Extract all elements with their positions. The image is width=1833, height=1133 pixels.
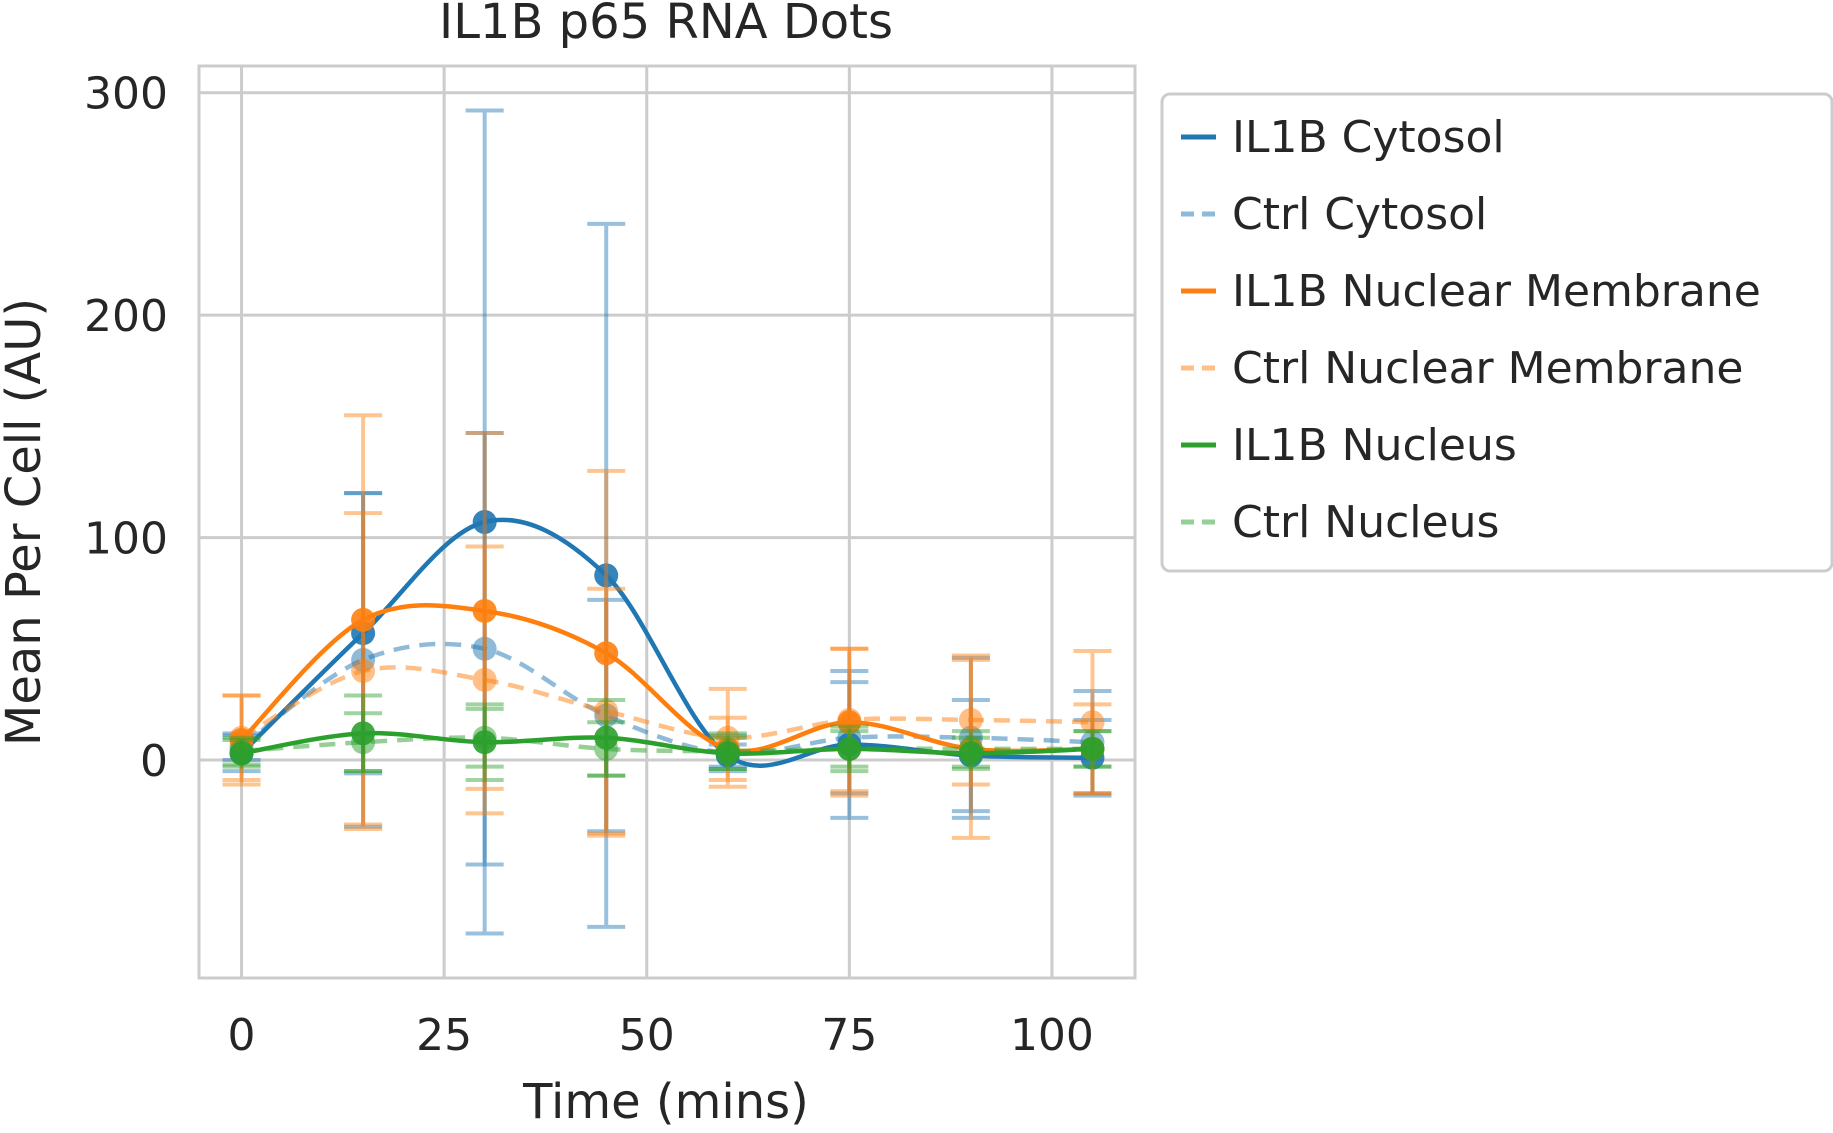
data-point bbox=[594, 563, 619, 588]
data-point bbox=[351, 730, 376, 755]
data-point bbox=[594, 699, 619, 724]
data-point bbox=[715, 739, 740, 764]
data-point bbox=[351, 659, 376, 684]
y-tick-label: 300 bbox=[84, 69, 168, 120]
x-axis-title: Time (mins) bbox=[522, 1074, 809, 1130]
x-tick-label: 0 bbox=[228, 1010, 256, 1061]
y-tick-label: 100 bbox=[84, 514, 168, 565]
data-point bbox=[594, 641, 619, 666]
data-point bbox=[837, 707, 862, 732]
data-point bbox=[958, 707, 983, 732]
plot-area bbox=[197, 64, 1137, 980]
data-point bbox=[472, 725, 497, 750]
x-tick-label: 50 bbox=[619, 1010, 675, 1061]
legend: IL1B Cytosol Ctrl Cytosol IL1B Nuclear Mem… bbox=[1160, 92, 1833, 573]
data-point bbox=[472, 510, 497, 534]
data-point bbox=[472, 667, 497, 692]
data-point bbox=[351, 607, 376, 632]
legend-label: IL1B Cytosol bbox=[1232, 112, 1505, 163]
legend-label: Ctrl Nuclear Membrane bbox=[1232, 343, 1743, 394]
legend-label: IL1B Nuclear Membrane bbox=[1232, 266, 1761, 317]
x-tick-label: 25 bbox=[416, 1010, 472, 1061]
x-tick-label: 100 bbox=[1010, 1010, 1094, 1061]
data-point bbox=[1080, 736, 1105, 761]
chart-title: IL1B p65 RNA Dots bbox=[439, 0, 893, 50]
series-line bbox=[240, 665, 1093, 741]
series-line bbox=[240, 641, 1093, 757]
data-point bbox=[958, 736, 983, 761]
series-line bbox=[241, 730, 1093, 756]
legend-frame bbox=[1160, 92, 1833, 573]
data-point bbox=[472, 636, 497, 661]
y-tick-label: 200 bbox=[84, 291, 168, 342]
data-point bbox=[1080, 710, 1105, 735]
y-axis-title: Mean Per Cell (AU) bbox=[0, 298, 52, 746]
series-layer bbox=[222, 108, 1112, 936]
y-axis: 0 100 200 300 bbox=[84, 69, 168, 787]
legend-label: IL1B Nucleus bbox=[1232, 420, 1517, 471]
series-line bbox=[241, 735, 1093, 754]
legend-label: Ctrl Nucleus bbox=[1232, 497, 1499, 548]
grid bbox=[199, 66, 1135, 978]
legend-label: Ctrl Cytosol bbox=[1232, 189, 1487, 240]
data-point bbox=[472, 598, 497, 623]
series-3 bbox=[222, 511, 1112, 836]
data-point bbox=[594, 736, 619, 761]
x-tick-label: 75 bbox=[821, 1010, 877, 1061]
y-tick-label: 0 bbox=[140, 736, 168, 787]
x-axis: 0 25 50 75 100 bbox=[228, 1010, 1094, 1061]
data-point bbox=[837, 736, 862, 761]
series-5 bbox=[222, 706, 1112, 778]
data-point bbox=[229, 739, 254, 764]
